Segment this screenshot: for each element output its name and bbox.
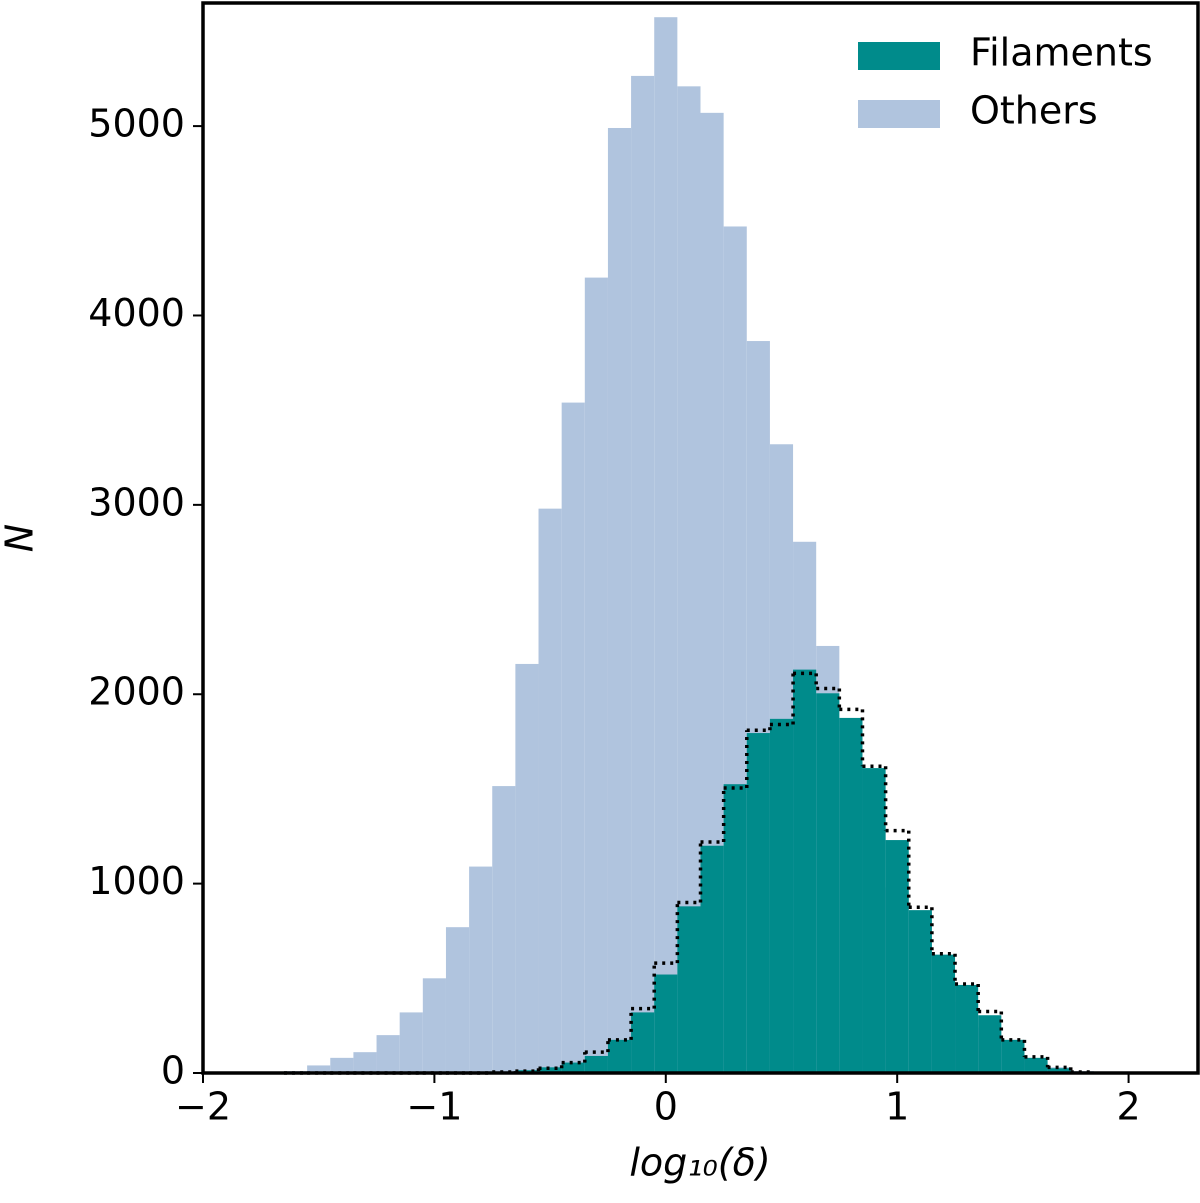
y-tick-label: 2000 bbox=[88, 670, 185, 714]
y-tick-label: 1000 bbox=[88, 859, 185, 903]
x-axis-label: log₁₀(δ) bbox=[629, 1141, 770, 1185]
histogram-bar bbox=[561, 402, 585, 1074]
legend-swatch bbox=[858, 100, 940, 128]
x-tick-label: 1 bbox=[885, 1085, 909, 1129]
x-tick-label: 0 bbox=[654, 1085, 678, 1129]
histogram-bar bbox=[631, 75, 655, 1074]
histogram-bar bbox=[330, 1057, 354, 1073]
histogram-bar bbox=[769, 718, 794, 1073]
histogram-bar bbox=[978, 1015, 1002, 1073]
histogram-bar bbox=[607, 127, 632, 1073]
histogram-bar bbox=[885, 840, 909, 1073]
y-tick-label: 3000 bbox=[88, 480, 185, 524]
histogram-bar bbox=[376, 1035, 400, 1073]
histogram-bar bbox=[816, 693, 840, 1073]
x-tick-label: 2 bbox=[1116, 1085, 1140, 1129]
x-tick-label: −1 bbox=[406, 1085, 462, 1129]
histogram-bar bbox=[469, 866, 493, 1073]
histogram-bar bbox=[654, 974, 678, 1073]
histogram-bar bbox=[1024, 1057, 1048, 1073]
histogram-bar bbox=[445, 927, 470, 1073]
histogram-bar bbox=[677, 86, 701, 1073]
histogram-bar bbox=[1001, 1039, 1025, 1073]
histogram-bar bbox=[793, 669, 817, 1073]
histogram-bar bbox=[515, 663, 539, 1073]
y-tick-label: 5000 bbox=[88, 102, 185, 146]
histogram-bar bbox=[908, 910, 932, 1073]
y-axis-label: N bbox=[0, 524, 42, 552]
y-tick-label: 4000 bbox=[88, 291, 185, 335]
histogram-bar bbox=[700, 845, 724, 1073]
histogram-bar bbox=[862, 768, 886, 1073]
legend-label: Filaments bbox=[970, 31, 1153, 75]
y-tick-label: 0 bbox=[161, 1049, 185, 1093]
histogram-bar bbox=[561, 1062, 585, 1073]
histogram-bar bbox=[538, 508, 562, 1074]
histogram-bar bbox=[607, 1039, 632, 1073]
histogram-bar bbox=[677, 906, 701, 1073]
histogram-bar bbox=[422, 978, 446, 1073]
histogram-bar bbox=[955, 984, 979, 1073]
histogram-bar bbox=[353, 1052, 377, 1073]
histogram-bar bbox=[1047, 1068, 1071, 1073]
legend-swatch bbox=[858, 42, 940, 70]
histogram-bar bbox=[654, 17, 678, 1074]
plot-frame bbox=[201, 1, 1200, 1075]
histogram-bar bbox=[723, 784, 747, 1073]
histogram-bar bbox=[700, 112, 724, 1074]
histogram-bar bbox=[746, 733, 770, 1073]
histogram-bar bbox=[584, 1055, 608, 1073]
x-tick-label: −2 bbox=[175, 1085, 231, 1129]
histogram-bar bbox=[584, 277, 608, 1073]
histogram-bar bbox=[839, 717, 863, 1073]
histogram-bar bbox=[538, 1067, 562, 1073]
histogram-bar bbox=[399, 1012, 423, 1073]
histogram-bar bbox=[931, 954, 956, 1073]
histogram-bar bbox=[631, 1012, 655, 1073]
legend-label: Others bbox=[970, 89, 1098, 133]
histogram-bar bbox=[492, 786, 516, 1073]
histogram-bar bbox=[307, 1065, 331, 1073]
